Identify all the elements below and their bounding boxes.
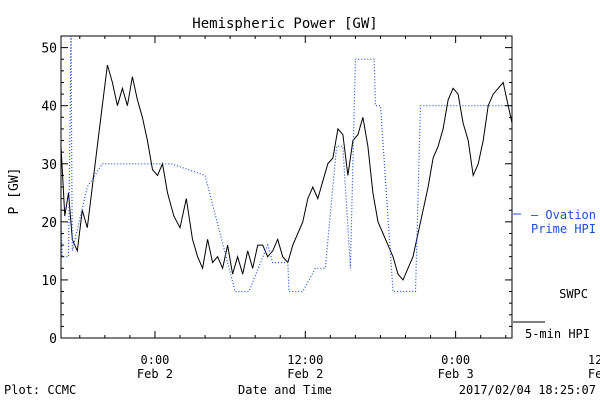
x-tick-time-label: 0:00 (141, 353, 170, 367)
x-tick-time-label: 12:00 (287, 353, 323, 367)
x-tick-time-label: 0:00 (441, 353, 470, 367)
y-tick-label: 40 (41, 100, 57, 115)
series-layer (61, 36, 512, 293)
x-tick-date-label: Feb 3 (438, 367, 474, 381)
plot-timestamp: 2017/02/04 18:25:07 (459, 383, 596, 397)
y-axis-label: P [GW] (7, 168, 22, 215)
plot-frame (60, 35, 513, 339)
x-tick-date-label: Feb 2 (137, 367, 173, 381)
swpc-hpi-line (61, 64, 512, 281)
ovation-prime-hpi-line (61, 36, 512, 293)
x-tick-date-label: Feb 3 (588, 367, 600, 381)
swpc-legend-label-line1: SWPC (559, 287, 588, 301)
ovation-legend-label-line2: Prime HPI (531, 222, 596, 236)
chart-title: Hemispheric Power [GW] (192, 16, 377, 32)
ovation-legend-label-line1: — Ovation (531, 208, 596, 222)
swpc-legend-label-line2: 5-min HPI (525, 327, 590, 341)
y-tick-label: 30 (41, 158, 57, 173)
y-tick-label: 10 (41, 274, 57, 289)
y-tick-label: 20 (41, 216, 57, 231)
x-tick-time-label: 12:00 (588, 353, 600, 367)
y-tick-label: 50 (41, 42, 57, 57)
x-tick-date-label: Feb 2 (287, 367, 323, 381)
plot-credit: Plot: CCMC (4, 383, 76, 397)
y-tick-label: 0 (49, 332, 57, 347)
x-axis-label: Date and Time (238, 383, 332, 397)
